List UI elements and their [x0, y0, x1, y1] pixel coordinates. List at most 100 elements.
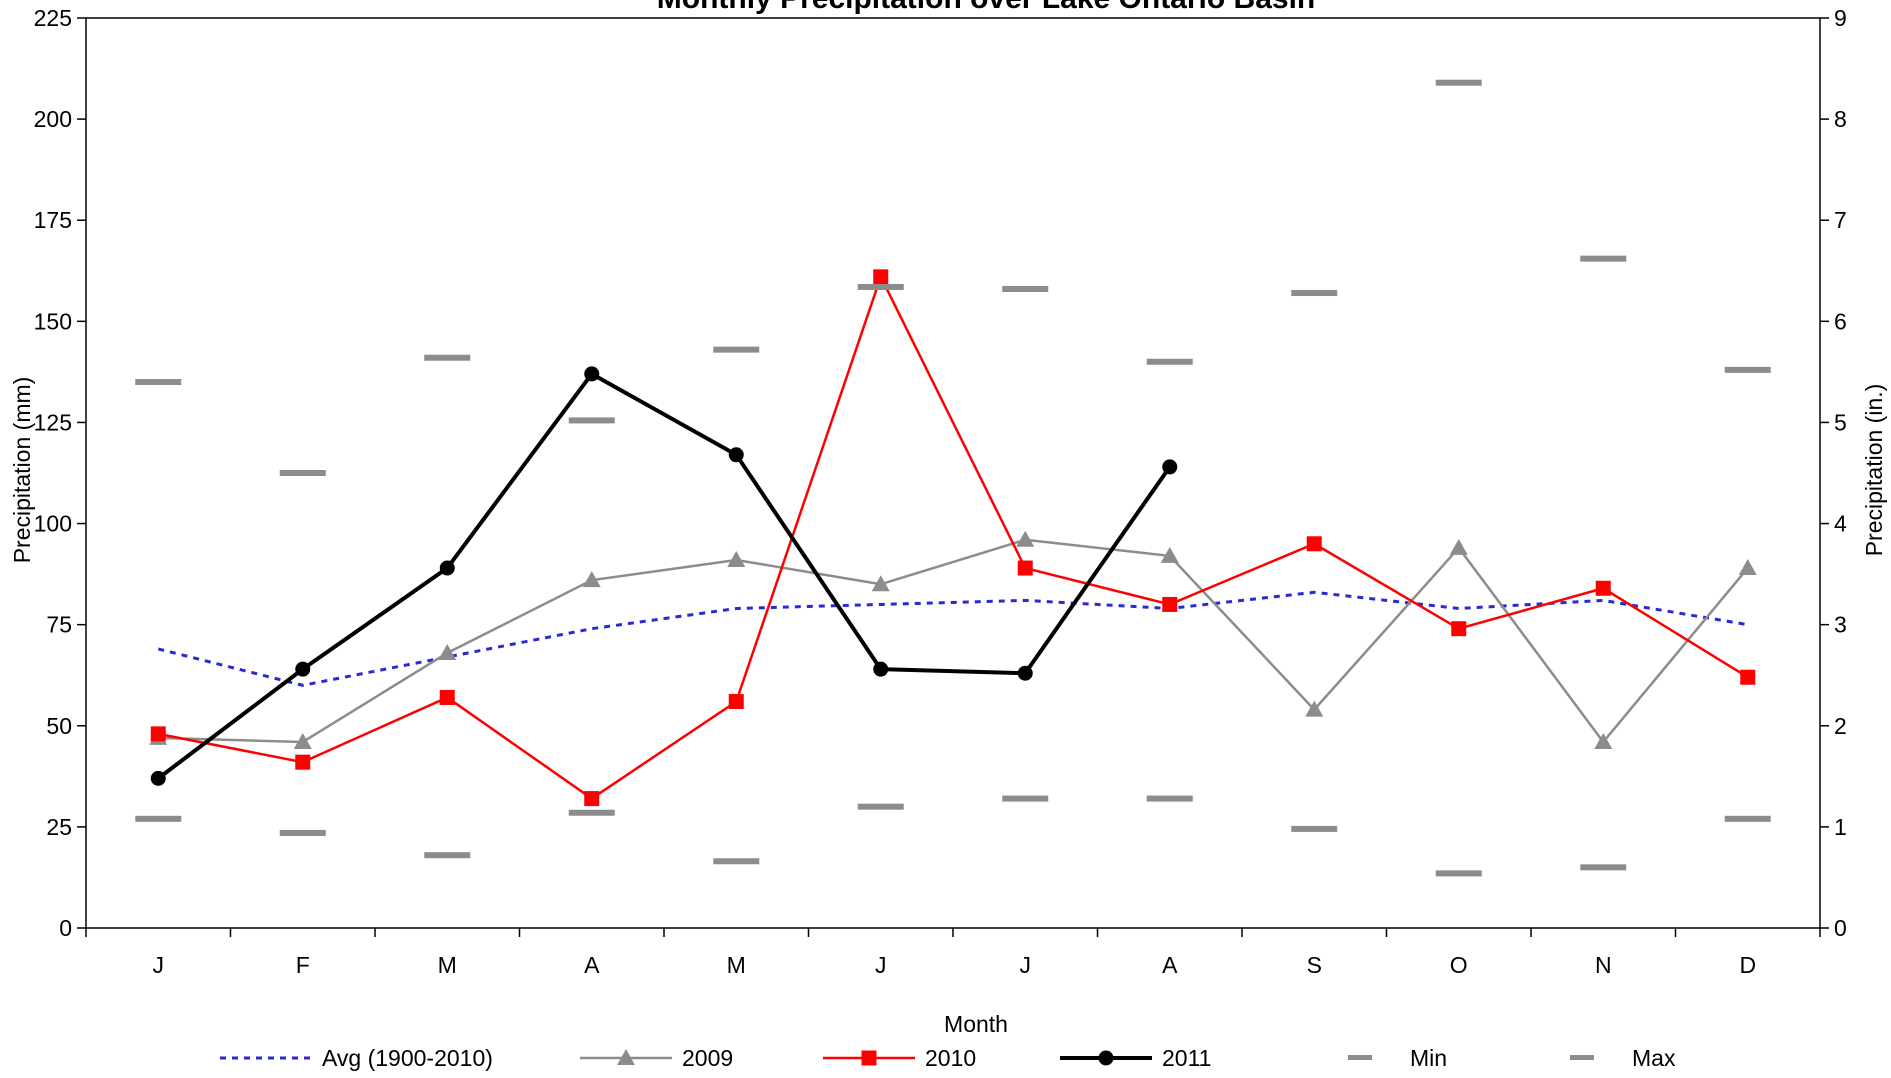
y2-tick-label: 0 — [1834, 915, 1847, 941]
series-avg-1900-2010 — [157, 590, 1748, 687]
data-point — [424, 354, 471, 361]
x-tick-label: J — [153, 952, 165, 978]
y2-tick-label: 3 — [1834, 612, 1847, 638]
data-point — [713, 858, 760, 865]
series-max — [135, 79, 1771, 476]
y2-tick-label: 5 — [1834, 409, 1847, 435]
data-point — [1146, 358, 1193, 365]
data-point — [1017, 665, 1033, 681]
y-tick-label: 50 — [46, 713, 72, 739]
y-tick-label: 125 — [34, 409, 72, 435]
legend-label: Max — [1632, 1045, 1676, 1071]
legend-marker — [861, 1050, 877, 1066]
data-point — [295, 754, 311, 770]
data-point — [857, 283, 904, 290]
data-point — [1724, 366, 1771, 373]
series-line — [157, 590, 1748, 687]
x-tick-label: N — [1595, 952, 1612, 978]
y2-axis-label: Precipitation (in.) — [1861, 384, 1887, 557]
series-min — [135, 795, 1771, 877]
series-2010 — [150, 269, 1756, 807]
x-axis-label: Month — [944, 1011, 1008, 1037]
data-point — [1451, 621, 1467, 637]
legend-marker — [1098, 1050, 1114, 1066]
data-point — [1580, 255, 1627, 262]
data-point — [584, 366, 600, 382]
data-point — [279, 829, 326, 836]
data-point — [135, 815, 182, 822]
data-point — [873, 269, 889, 285]
data-point — [1291, 290, 1338, 297]
legend-item: 2011 — [1060, 1045, 1211, 1071]
data-point — [424, 852, 471, 859]
y-tick-label: 225 — [34, 5, 72, 31]
data-point — [568, 417, 615, 424]
series-line — [157, 371, 1172, 780]
x-tick-label: F — [296, 952, 310, 978]
data-point — [150, 770, 166, 786]
series-line — [158, 538, 1749, 744]
legend-item: 2009 — [580, 1045, 733, 1071]
legend-label: Min — [1410, 1045, 1447, 1071]
data-point — [438, 643, 457, 660]
data-point — [439, 689, 455, 705]
data-point — [1016, 530, 1035, 547]
data-point — [1435, 79, 1482, 86]
data-point — [582, 571, 601, 588]
series-2011 — [150, 366, 1178, 786]
x-tick-label: O — [1450, 952, 1468, 978]
data-point — [727, 550, 746, 567]
y-tick-label: 75 — [46, 612, 72, 638]
data-point — [1595, 580, 1611, 596]
data-point — [871, 575, 890, 592]
data-point — [1724, 815, 1771, 822]
y2-tick-label: 8 — [1834, 106, 1847, 132]
x-tick-label: M — [438, 952, 457, 978]
legend-swatch — [1570, 1055, 1594, 1060]
data-point — [279, 470, 326, 476]
data-point — [568, 809, 615, 816]
y-tick-label: 0 — [59, 915, 72, 941]
data-point — [1580, 864, 1627, 871]
legend-label: 2011 — [1162, 1045, 1211, 1071]
data-point — [1305, 700, 1324, 717]
data-point — [584, 791, 600, 807]
data-point — [1740, 669, 1756, 685]
y-tick-label: 100 — [34, 511, 72, 537]
legend-swatch — [1348, 1055, 1372, 1060]
data-point — [135, 379, 182, 385]
data-point — [1738, 559, 1757, 576]
y2-tick-label: 4 — [1834, 511, 1847, 537]
y2-tick-label: 2 — [1834, 713, 1847, 739]
y-axis-label: Precipitation (mm) — [9, 377, 35, 564]
x-tick-label: J — [875, 952, 887, 978]
data-point — [1002, 285, 1049, 292]
data-point — [713, 346, 760, 353]
legend-marker — [617, 1049, 635, 1065]
data-point — [1435, 870, 1482, 877]
data-point — [1162, 596, 1178, 612]
data-point — [150, 726, 166, 742]
data-point — [1594, 732, 1613, 749]
y2-tick-label: 7 — [1834, 207, 1847, 233]
legend-label: 2009 — [682, 1045, 733, 1071]
data-point — [293, 732, 312, 749]
legend-item: Avg (1900-2010) — [220, 1045, 493, 1071]
data-point — [1449, 538, 1468, 555]
legend-label: Avg (1900-2010) — [322, 1045, 493, 1071]
data-point — [1291, 825, 1338, 832]
x-tick-label: A — [584, 952, 600, 978]
data-point — [439, 560, 455, 576]
data-point — [1306, 536, 1322, 552]
data-point — [1017, 560, 1033, 576]
data-point — [873, 661, 889, 677]
x-tick-label: S — [1307, 952, 1322, 978]
x-tick-label: J — [1020, 952, 1032, 978]
data-point — [1146, 795, 1193, 802]
y-tick-label: 150 — [34, 308, 72, 334]
y-tick-label: 175 — [34, 207, 72, 233]
data-point — [857, 803, 904, 810]
y-tick-label: 200 — [34, 106, 72, 132]
series-line — [158, 273, 1749, 801]
